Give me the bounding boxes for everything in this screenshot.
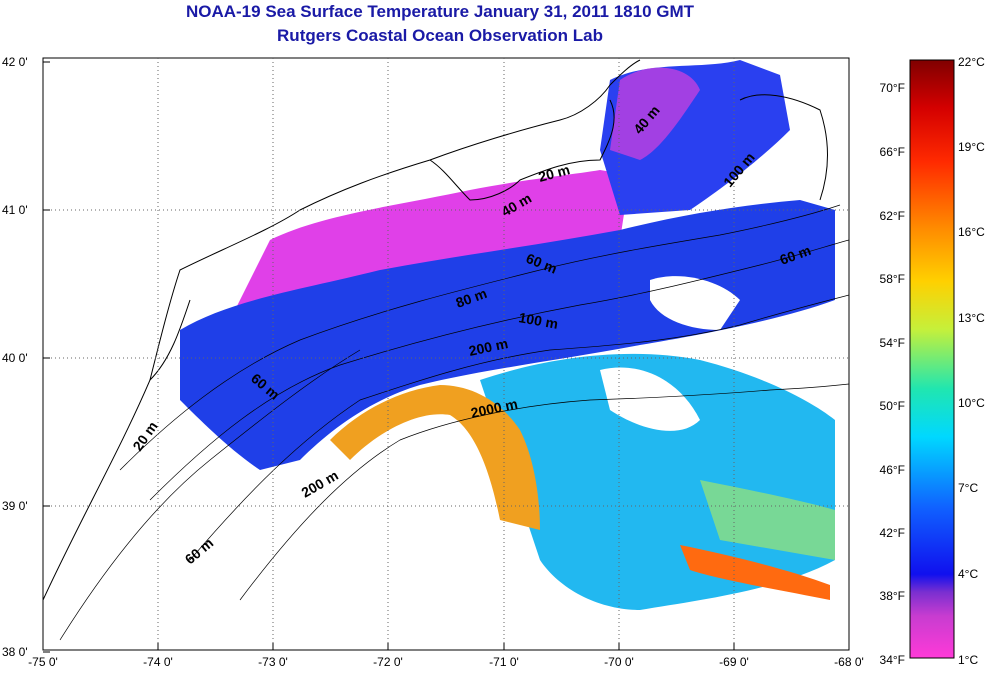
lat-tick-label: 42 0' bbox=[2, 55, 28, 69]
colorbar-fahrenheit-labels: 70°F 66°F 62°F 58°F 54°F 50°F 46°F 42°F 38°F 34°F bbox=[880, 81, 905, 667]
bathymetry-contours bbox=[59, 204, 849, 641]
fahrenheit-label: 58°F bbox=[880, 272, 905, 286]
lat-tick-label: 39 0' bbox=[2, 499, 28, 513]
contour-label: 100 m bbox=[517, 309, 559, 332]
lon-tick-label: -73 0' bbox=[258, 655, 288, 669]
sst-slope-cyan bbox=[480, 353, 835, 610]
celsius-label: 22°C bbox=[958, 55, 985, 69]
celsius-label: 13°C bbox=[958, 311, 985, 325]
graticule bbox=[43, 58, 849, 650]
lon-tick-label: -74 0' bbox=[143, 655, 173, 669]
latitude-axis: 42 0' 41 0' 40 0' 39 0' 38 0' bbox=[2, 55, 50, 659]
lon-tick-label: -72 0' bbox=[373, 655, 403, 669]
fahrenheit-label: 38°F bbox=[880, 589, 905, 603]
lon-tick-label: -71 0' bbox=[489, 655, 519, 669]
celsius-label: 4°C bbox=[958, 567, 978, 581]
sst-field bbox=[180, 60, 835, 610]
cloud-gap-2 bbox=[650, 276, 740, 330]
fahrenheit-label: 34°F bbox=[880, 653, 905, 667]
longitude-axis: -75 0' -74 0' -73 0' -72 0' -71 0' -70 0' -69 … bbox=[28, 643, 864, 669]
fahrenheit-label: 46°F bbox=[880, 463, 905, 477]
lon-tick-label: -70 0' bbox=[604, 655, 634, 669]
colorbar bbox=[909, 59, 955, 659]
lat-tick-label: 40 0' bbox=[2, 351, 28, 365]
map-title: NOAA-19 Sea Surface Temperature January … bbox=[185, 2, 695, 21]
celsius-label: 7°C bbox=[958, 481, 978, 495]
fahrenheit-label: 70°F bbox=[880, 81, 905, 95]
contour-label: 20 m bbox=[537, 161, 572, 185]
celsius-label: 19°C bbox=[958, 140, 985, 154]
cloud-gap-3 bbox=[800, 300, 835, 330]
sst-southeast-warm bbox=[680, 545, 830, 600]
fahrenheit-label: 54°F bbox=[880, 336, 905, 350]
lon-tick-label: -75 0' bbox=[28, 655, 58, 669]
coastline bbox=[43, 59, 828, 601]
colorbar-celsius-labels: 22°C 19°C 16°C 13°C 10°C 7°C 4°C 1°C bbox=[958, 55, 985, 667]
lon-tick-label: -69 0' bbox=[719, 655, 749, 669]
lon-tick-label: -68 0' bbox=[834, 655, 864, 669]
map-subtitle: Rutgers Coastal Ocean Observation Lab bbox=[277, 26, 603, 45]
fahrenheit-label: 62°F bbox=[880, 209, 905, 223]
celsius-label: 10°C bbox=[958, 396, 985, 410]
celsius-label: 16°C bbox=[958, 225, 985, 239]
lat-tick-label: 38 0' bbox=[2, 645, 28, 659]
sst-gulfstream-orange bbox=[330, 385, 540, 530]
sst-slope-green bbox=[700, 480, 835, 560]
celsius-label: 1°C bbox=[958, 653, 978, 667]
sst-shelf-blue bbox=[180, 200, 835, 470]
fahrenheit-label: 42°F bbox=[880, 526, 905, 540]
lat-tick-label: 41 0' bbox=[2, 203, 28, 217]
cloud-gap-1 bbox=[600, 367, 700, 431]
fahrenheit-label: 66°F bbox=[880, 145, 905, 159]
fahrenheit-label: 50°F bbox=[880, 399, 905, 413]
sst-gom-magenta bbox=[610, 67, 700, 160]
